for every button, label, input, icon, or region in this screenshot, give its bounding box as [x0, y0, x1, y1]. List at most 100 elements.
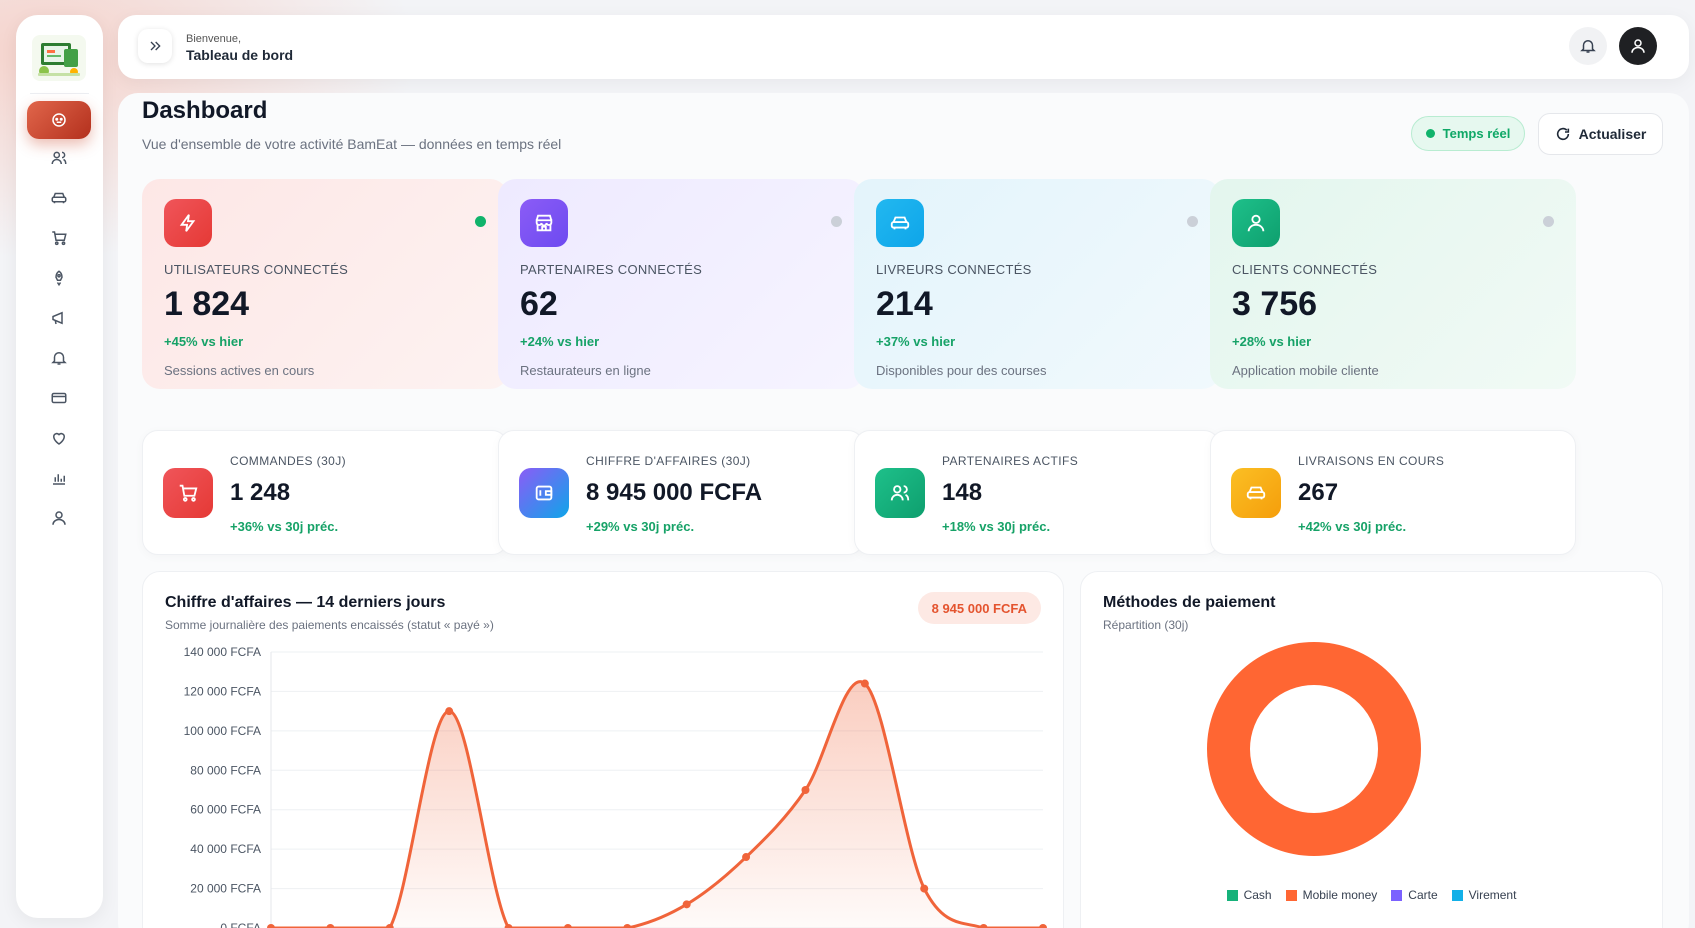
- chevrons-right-icon: [150, 41, 161, 51]
- app-logo[interactable]: [32, 35, 86, 81]
- y-tick-label: 100 000 FCFA: [184, 724, 261, 738]
- revenue-point[interactable]: [563, 924, 572, 928]
- user-icon: [52, 511, 66, 525]
- kpi-label: PARTENAIRES ACTIFS: [942, 454, 1079, 468]
- legend-swatch: [1451, 889, 1463, 901]
- stat-description: Application mobile cliente: [1232, 363, 1379, 378]
- kpi-card-deliveries: LIVRAISONS EN COURS 267 +42% vs 30j préc…: [1210, 430, 1576, 555]
- revenue-point[interactable]: [682, 900, 691, 909]
- bar-chart-icon: [53, 474, 65, 485]
- kpi-value: 148: [942, 479, 983, 506]
- stat-label: UTILISATEURS CONNECTÉS: [164, 262, 349, 277]
- credit-card-icon: [51, 392, 67, 404]
- payment-legend: Cash Mobile money Carte Virement: [1081, 888, 1662, 902]
- legend-item[interactable]: Cash: [1226, 888, 1272, 902]
- sidebar-item-boosts[interactable]: [27, 259, 91, 297]
- y-tick-label: 20 000 FCFA: [190, 882, 261, 896]
- kpi-label: CHIFFRE D'AFFAIRES (30J): [586, 454, 751, 468]
- kpi-delta: +36% vs 30j préc.: [230, 519, 339, 534]
- cart-icon: [163, 468, 213, 518]
- refresh-button[interactable]: Actualiser: [1538, 113, 1663, 155]
- kpi-value: 1 248: [230, 479, 291, 506]
- revenue-point[interactable]: [742, 853, 751, 862]
- cart-icon: [52, 231, 67, 246]
- payment-methods-card: Méthodes de paiement Répartition (30j) C…: [1080, 571, 1663, 928]
- stat-card-clients: CLIENTS CONNECTÉS 3 756 +28% vs hier App…: [1210, 179, 1576, 389]
- sidebar-item-users[interactable]: [27, 139, 91, 177]
- stat-delta: +37% vs hier: [876, 334, 956, 349]
- bell-icon: [1580, 40, 1596, 53]
- revenue-point[interactable]: [504, 924, 513, 928]
- y-tick-label: 0 FCFA: [220, 921, 261, 928]
- status-dot-idle: [1187, 216, 1198, 227]
- sidebar-item-orders[interactable]: [27, 219, 91, 257]
- header-title: Tableau de bord: [186, 47, 294, 63]
- legend-item[interactable]: Carte: [1391, 888, 1438, 902]
- refresh-label: Actualiser: [1578, 126, 1647, 142]
- payment-chart-subtitle: Répartition (30j): [1103, 618, 1189, 632]
- revenue-chart-card: Chiffre d'affaires — 14 derniers jours S…: [142, 571, 1064, 928]
- revenue-total-badge: 8 945 000 FCFA: [917, 592, 1041, 624]
- sidebar-item-campaigns[interactable]: [27, 299, 91, 337]
- status-dot-idle: [831, 216, 842, 227]
- revenue-point[interactable]: [920, 884, 929, 893]
- status-dot-online: [475, 216, 486, 227]
- store-icon: [520, 199, 568, 247]
- user-icon: [1631, 39, 1645, 53]
- kpi-value: 8 945 000 FCFA: [586, 479, 763, 506]
- sidebar-item-dashboard[interactable]: [27, 101, 91, 139]
- y-tick-label: 80 000 FCFA: [190, 763, 261, 777]
- rocket-icon: [55, 270, 63, 287]
- sidebar-item-favorites[interactable]: [27, 419, 91, 457]
- sidebar-toggle-button[interactable]: [138, 29, 172, 63]
- car-icon: [876, 199, 924, 247]
- y-tick-label: 120 000 FCFA: [184, 684, 261, 698]
- realtime-badge[interactable]: Temps réel: [1411, 116, 1525, 151]
- users-icon: [875, 468, 925, 518]
- realtime-label: Temps réel: [1442, 126, 1511, 141]
- stat-value: 3 756: [1232, 285, 1318, 323]
- welcome-block: Bienvenue, Tableau de bord: [186, 33, 293, 63]
- y-tick-label: 40 000 FCFA: [190, 842, 261, 856]
- notifications-button[interactable]: [1569, 27, 1607, 65]
- legend-label: Carte: [1408, 888, 1438, 902]
- revenue-chart-title: Chiffre d'affaires — 14 derniers jours: [165, 594, 446, 611]
- refresh-icon: [1556, 127, 1569, 141]
- sidebar-item-notifications[interactable]: [27, 339, 91, 377]
- kpi-card-orders: COMMANDES (30J) 1 248 +36% vs 30j préc.: [142, 430, 508, 555]
- stat-card-drivers: LIVREURS CONNECTÉS 214 +37% vs hier Disp…: [854, 179, 1220, 389]
- payment-chart-title: Méthodes de paiement: [1103, 594, 1276, 611]
- donut-slice[interactable]: [1207, 642, 1421, 856]
- kpi-delta: +29% vs 30j préc.: [586, 519, 695, 534]
- revenue-point[interactable]: [860, 679, 869, 688]
- y-tick-label: 140 000 FCFA: [184, 645, 261, 659]
- revenue-point[interactable]: [267, 924, 275, 928]
- sidebar-item-analytics[interactable]: [27, 459, 91, 497]
- sidebar-item-drivers[interactable]: [27, 179, 91, 217]
- page-title: Dashboard: [142, 97, 268, 124]
- payment-donut-chart: [1207, 642, 1421, 856]
- revenue-point[interactable]: [326, 924, 335, 928]
- revenue-point[interactable]: [623, 924, 632, 928]
- sidebar-item-profile[interactable]: [27, 499, 91, 537]
- kpi-card-active-partners: PARTENAIRES ACTIFS 148 +18% vs 30j préc.: [854, 430, 1220, 555]
- stat-label: LIVREURS CONNECTÉS: [876, 262, 1032, 277]
- revenue-point[interactable]: [445, 707, 454, 716]
- legend-item[interactable]: Virement: [1451, 888, 1517, 902]
- stat-description: Sessions actives en cours: [164, 363, 315, 378]
- revenue-line: [270, 680, 1043, 928]
- stat-delta: +24% vs hier: [520, 334, 600, 349]
- kpi-delta: +42% vs 30j préc.: [1298, 519, 1407, 534]
- revenue-point[interactable]: [979, 924, 988, 928]
- dashboard-icon: [52, 113, 66, 127]
- revenue-point[interactable]: [801, 786, 810, 794]
- avatar[interactable]: [1619, 27, 1657, 65]
- legend-label: Cash: [1243, 888, 1272, 902]
- legend-label: Mobile money: [1302, 888, 1378, 902]
- revenue-point[interactable]: [1039, 924, 1047, 928]
- legend-item[interactable]: Mobile money: [1285, 888, 1378, 902]
- revenue-point[interactable]: [385, 924, 394, 928]
- megaphone-icon: [52, 311, 63, 325]
- legend-label: Virement: [1468, 888, 1517, 902]
- sidebar-item-payments[interactable]: [27, 379, 91, 417]
